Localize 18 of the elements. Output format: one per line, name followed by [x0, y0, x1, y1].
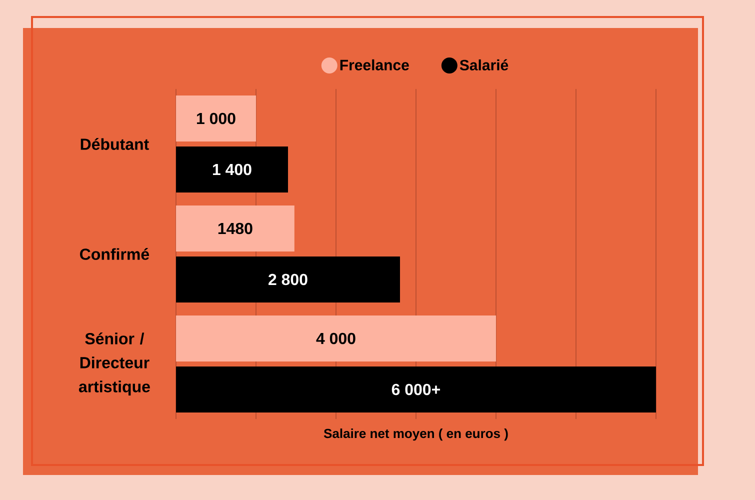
- y-tick-label: Débutant: [80, 138, 149, 150]
- x-axis-title: Salaire net moyen ( en euros ): [324, 428, 508, 441]
- data-label: 1 000: [196, 112, 236, 124]
- bar: [176, 366, 656, 412]
- data-label: 2 800: [268, 274, 308, 286]
- data-label: 1 400: [212, 164, 252, 176]
- legend-label: Salarié: [460, 59, 508, 70]
- bar: [176, 315, 496, 362]
- bar: [176, 205, 294, 252]
- bar: [176, 95, 256, 142]
- bar: [176, 146, 288, 192]
- data-label: 6 000+: [392, 384, 440, 396]
- data-label: 1480: [218, 222, 252, 234]
- bar: [176, 256, 400, 302]
- legend-label: Freelance: [340, 59, 409, 70]
- y-tick-label: Sénior / Directeur artistique: [78, 332, 150, 396]
- y-tick-label: Confirmé: [80, 248, 150, 260]
- data-label: 4 000: [316, 332, 356, 344]
